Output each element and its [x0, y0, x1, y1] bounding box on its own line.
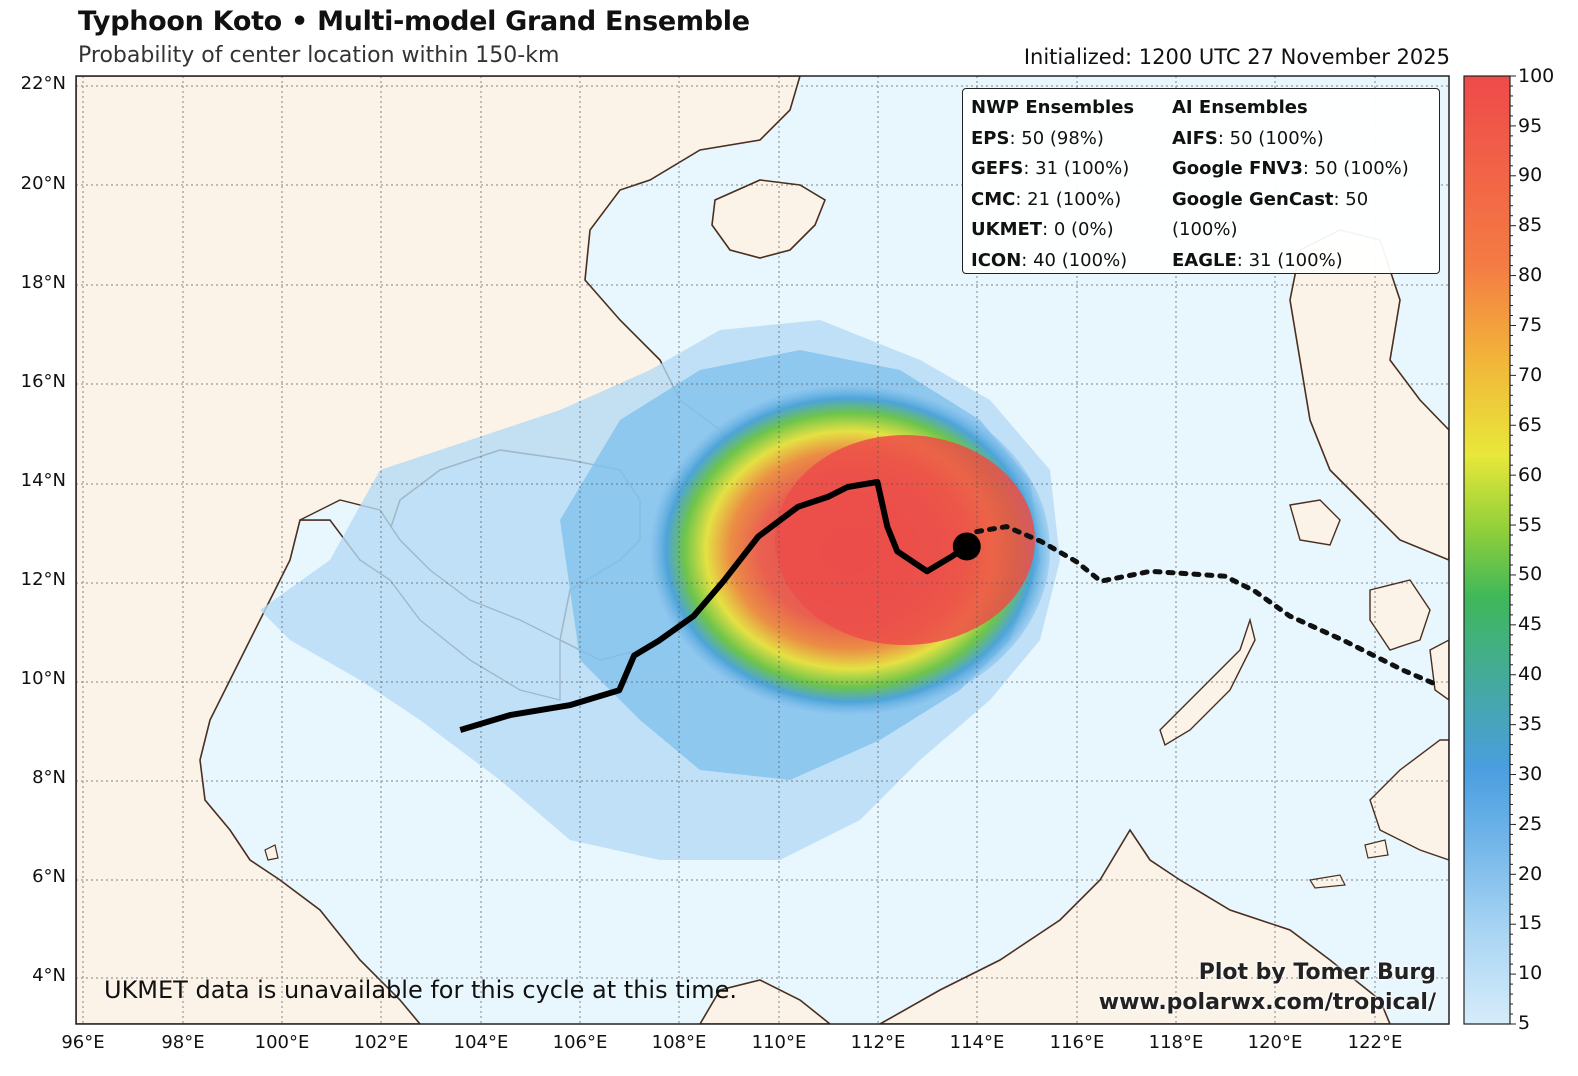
map-frame: [75, 75, 1450, 1025]
lat-tick-label: 18°N: [20, 272, 66, 293]
chart-subtitle: Probability of center location within 15…: [78, 43, 560, 68]
lon-tick-label: 102°E: [353, 1032, 409, 1053]
lat-tick-label: 20°N: [20, 173, 66, 194]
ai-legend-title: AI Ensembles: [1172, 97, 1308, 118]
lat-tick-label: 14°N: [20, 470, 66, 491]
lon-tick-label: 100°E: [254, 1032, 310, 1053]
chart-title: Typhoon Koto • Multi-model Grand Ensembl…: [78, 6, 750, 37]
ensemble-legend: NWP Ensembles EPS: 50 (98%) GEFS: 31 (10…: [962, 88, 1440, 274]
colorbar-tick-label: 20: [1518, 863, 1543, 885]
colorbar: [1463, 75, 1511, 1025]
colorbar-tick-label: 65: [1518, 414, 1543, 436]
mean-track-line: [459, 479, 969, 733]
lat-tick-label: 22°N: [20, 73, 66, 94]
colorbar-tick-label: 75: [1518, 314, 1543, 336]
legend-row-aifs: AIFS: 50 (100%): [1172, 127, 1324, 149]
colorbar-tick-label: 10: [1518, 962, 1543, 984]
lat-tick-label: 16°N: [20, 371, 66, 392]
lon-tick-label: 118°E: [1148, 1032, 1204, 1053]
legend-row-gefs: GEFS: 31 (100%): [971, 158, 1130, 179]
storm-center-marker: [952, 532, 981, 561]
nwp-legend-column: NWP Ensembles EPS: 50 (98%) GEFS: 31 (10…: [971, 93, 1134, 276]
lat-tick-label: 10°N: [20, 668, 66, 689]
legend-row-eagle: EAGLE: 31 (100%): [1172, 249, 1343, 271]
colorbar-tick-label: 15: [1518, 912, 1543, 934]
lat-tick-label: 12°N: [20, 569, 66, 590]
colorbar-tick-label: 90: [1518, 164, 1543, 186]
borneo-island: [878, 828, 1391, 1024]
lon-tick-label: 116°E: [1049, 1032, 1105, 1053]
graticule: [76, 76, 1449, 1024]
legend-row-fnv3: Google FNV3: 50 (100%): [1172, 158, 1409, 179]
colorbar-tick-label: 100: [1518, 65, 1555, 87]
colorbar-tick-label: 50: [1518, 563, 1543, 585]
colorbar-tick-label: 95: [1518, 115, 1543, 137]
past-track-line: [974, 524, 1441, 688]
colorbar-tick-label: 40: [1518, 663, 1543, 685]
lon-tick-label: 112°E: [850, 1032, 906, 1053]
credit-author: Plot by Tomer Burg: [1198, 960, 1436, 985]
ukmet-note: UKMET data is unavailable for this cycle…: [104, 976, 738, 1004]
lon-tick-label: 122°E: [1347, 1032, 1403, 1053]
colorbar-tick-label: 70: [1518, 364, 1543, 386]
colorbar-tick-label: 30: [1518, 763, 1543, 785]
colorbar-tick-label: 60: [1518, 464, 1543, 486]
ai-legend-column: AI Ensembles AIFS: 50 (100%) Google FNV3…: [1172, 93, 1439, 276]
legend-row-ukmet: UKMET: 0 (0%): [971, 219, 1114, 240]
nwp-legend-title: NWP Ensembles: [971, 97, 1135, 118]
colorbar-tick-label: 45: [1518, 613, 1543, 635]
credit-block: Plot by Tomer Burg www.polarwx.com/tropi…: [1099, 958, 1436, 1018]
hainan-island: [711, 179, 826, 259]
colorbar-tick-label: 85: [1518, 214, 1543, 236]
credit-url[interactable]: www.polarwx.com/tropical/: [1098, 990, 1436, 1015]
legend-row-cmc: CMC: 21 (100%): [971, 188, 1122, 210]
lon-tick-label: 120°E: [1247, 1032, 1303, 1053]
lon-tick-label: 104°E: [453, 1032, 509, 1053]
lat-tick-label: 6°N: [32, 866, 66, 887]
lat-tick-label: 8°N: [32, 767, 66, 788]
colorbar-tick-label: 80: [1518, 264, 1543, 286]
lon-tick-label: 96°E: [61, 1032, 105, 1053]
legend-row-eps: EPS: 50 (98%): [971, 127, 1104, 149]
legend-row-gencast: Google GenCast: 50 (100%): [1172, 188, 1369, 241]
lon-tick-label: 98°E: [161, 1032, 205, 1053]
lat-tick-label: 4°N: [32, 965, 66, 986]
colorbar-tick-label: 5: [1518, 1012, 1531, 1034]
lon-tick-label: 110°E: [751, 1032, 807, 1053]
legend-row-icon: ICON: 40 (100%): [971, 249, 1128, 271]
colorbar-tick-label: 35: [1518, 713, 1543, 735]
colorbar-tick-label: 55: [1518, 514, 1543, 536]
colorbar-tick-label: 25: [1518, 813, 1543, 835]
lon-tick-label: 108°E: [651, 1032, 707, 1053]
probability-field: [260, 320, 1060, 860]
initialized-time: Initialized: 1200 UTC 27 November 2025: [1023, 45, 1450, 69]
lon-tick-label: 114°E: [949, 1032, 1005, 1053]
lon-tick-label: 106°E: [552, 1032, 608, 1053]
